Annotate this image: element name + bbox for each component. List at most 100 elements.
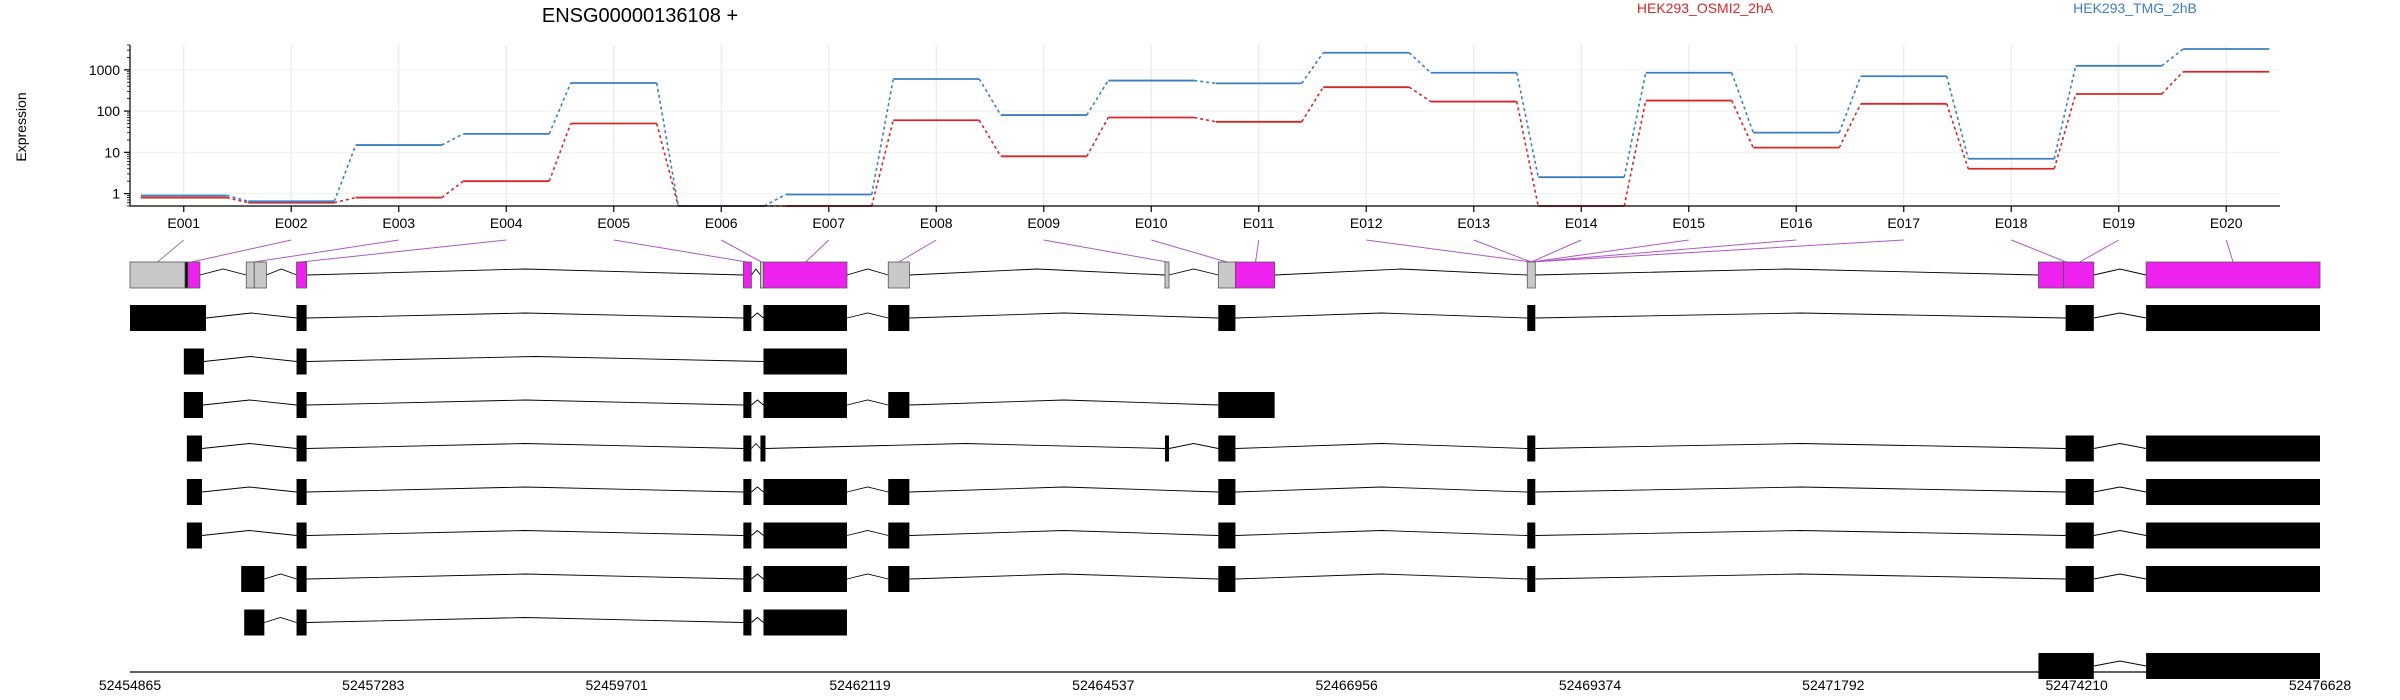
legend-entry-tmg: HEK293_TMG_2hB bbox=[2073, 0, 2197, 16]
transcript-exon bbox=[888, 479, 910, 505]
intron-line bbox=[264, 617, 297, 623]
intron-line bbox=[266, 268, 297, 276]
series-connector bbox=[1301, 86, 1324, 123]
intron-line bbox=[1235, 443, 1528, 449]
transcript-exon bbox=[1527, 435, 1536, 462]
series-lines bbox=[140, 48, 2270, 207]
intron-line bbox=[751, 486, 764, 493]
series-connector bbox=[655, 123, 680, 207]
series-connector bbox=[2161, 48, 2184, 67]
exon-link-e010 bbox=[1151, 239, 1228, 263]
transcript-exon bbox=[763, 348, 847, 375]
series-connector bbox=[1945, 103, 1970, 169]
transcript-exon bbox=[1218, 435, 1236, 462]
transcript-exon bbox=[183, 392, 203, 418]
y-tick-label: 100 bbox=[97, 103, 121, 119]
intron-line bbox=[203, 356, 297, 362]
series-connector bbox=[1623, 72, 1647, 178]
transcript-exon bbox=[1164, 435, 1169, 462]
intron-line bbox=[306, 530, 744, 536]
intron-line bbox=[751, 312, 764, 319]
gene-model-exon bbox=[129, 261, 186, 289]
exon-link-e012 bbox=[1366, 239, 1532, 263]
transcript-exon bbox=[743, 479, 752, 505]
series-connector bbox=[1730, 72, 1755, 133]
transcript-exon bbox=[888, 392, 910, 418]
intron-line bbox=[909, 530, 1219, 536]
transcript-exon bbox=[2065, 305, 2094, 331]
x-tick-label-e017: E017 bbox=[1887, 215, 1920, 231]
series-connector bbox=[1301, 52, 1324, 84]
series-connector bbox=[1086, 117, 1109, 157]
x-tick-label-e014: E014 bbox=[1565, 215, 1598, 231]
intron-line bbox=[199, 268, 247, 276]
intron-line bbox=[205, 312, 297, 319]
transcript-exon bbox=[2146, 305, 2320, 331]
transcript-exon bbox=[183, 348, 204, 375]
x-tick-label-e001: E001 bbox=[167, 215, 200, 231]
x-tick-label-e020: E020 bbox=[2210, 215, 2243, 231]
gene-model-exon bbox=[184, 261, 189, 289]
genomic-tick-label: 52466956 bbox=[1316, 677, 1379, 693]
transcript-exon bbox=[2038, 653, 2094, 679]
transcript-exon bbox=[186, 522, 202, 549]
x-axis: E001 E002 E003 E004 E005 E006 E007 E008 E009 E010… bbox=[130, 205, 2280, 231]
intron-line bbox=[1535, 312, 2066, 319]
transcript-6 bbox=[186, 522, 2320, 549]
transcript-exon bbox=[888, 305, 910, 331]
series-HEK293_TMG_2hB bbox=[140, 48, 2270, 207]
gene-model-exon bbox=[253, 261, 267, 289]
intron-line bbox=[1535, 486, 2066, 493]
intron-line bbox=[751, 616, 764, 623]
series-connector bbox=[441, 180, 464, 199]
transcript-4 bbox=[186, 435, 2320, 462]
transcript-exon bbox=[1527, 305, 1536, 331]
transcript-exon bbox=[888, 522, 910, 549]
intron-line bbox=[846, 486, 889, 493]
genomic-tick-label: 52457283 bbox=[342, 677, 405, 693]
series-connector bbox=[2053, 93, 2077, 169]
intron-line bbox=[306, 573, 744, 580]
transcript-exon bbox=[2146, 566, 2320, 592]
intron-line bbox=[2093, 530, 2147, 536]
intron-line bbox=[1235, 573, 1528, 580]
series-connector bbox=[1194, 79, 1216, 85]
transcript-exon bbox=[743, 305, 752, 331]
gene-model-exon bbox=[1164, 261, 1170, 289]
series-connector bbox=[1515, 101, 1540, 207]
transcript-exon bbox=[296, 522, 307, 549]
genomic-tick-label: 52454865 bbox=[99, 677, 162, 693]
transcript-1 bbox=[130, 305, 2320, 331]
transcript-exon bbox=[743, 609, 752, 636]
transcript-exon bbox=[1218, 566, 1236, 592]
intron-line bbox=[765, 443, 1165, 449]
transcript-exon bbox=[241, 566, 265, 592]
intron-line bbox=[1235, 486, 1528, 493]
transcript-exon bbox=[2065, 522, 2094, 549]
exon-link-e006 bbox=[721, 239, 762, 263]
transcript-exon bbox=[1218, 479, 1236, 505]
x-tick-label-e016: E016 bbox=[1780, 215, 1813, 231]
x-tick-label-e002: E002 bbox=[275, 215, 308, 231]
intron-line bbox=[201, 443, 297, 449]
intron-line bbox=[1168, 268, 1219, 276]
series-connector bbox=[2161, 71, 2184, 95]
x-tick-label-e005: E005 bbox=[597, 215, 630, 231]
x-tick-label-e011: E011 bbox=[1243, 215, 1275, 231]
transcript-exon bbox=[763, 392, 847, 418]
exon-link-e019 bbox=[2079, 239, 2119, 263]
transcript-exon bbox=[2065, 566, 2094, 592]
gene-model-exon bbox=[760, 261, 764, 289]
exon-link-e011 bbox=[1255, 239, 1260, 263]
transcript-exon bbox=[888, 566, 910, 592]
transcript-exon bbox=[743, 435, 752, 462]
transcript-exon bbox=[2146, 435, 2320, 462]
series-connector bbox=[1408, 86, 1432, 103]
exon-link-e001 bbox=[157, 239, 185, 263]
transcript-exon bbox=[186, 435, 202, 462]
transcript-exon bbox=[296, 305, 307, 331]
series-connector bbox=[1838, 75, 1862, 133]
series-connector bbox=[1515, 72, 1540, 178]
transcript-exon bbox=[2146, 522, 2320, 549]
